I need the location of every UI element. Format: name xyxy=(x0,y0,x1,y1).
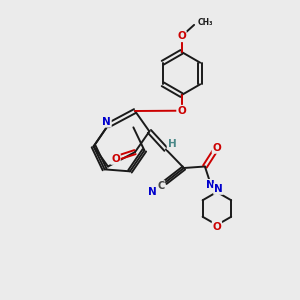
Text: N: N xyxy=(148,187,157,197)
Text: H: H xyxy=(167,139,176,149)
Text: N: N xyxy=(214,184,223,194)
Text: CH₃: CH₃ xyxy=(198,18,213,27)
Text: C: C xyxy=(157,181,164,191)
Text: O: O xyxy=(111,154,120,164)
Text: O: O xyxy=(177,31,186,41)
Text: O: O xyxy=(177,106,186,116)
Text: N: N xyxy=(206,180,215,190)
Text: N: N xyxy=(102,117,111,127)
Text: O: O xyxy=(212,222,221,232)
Text: O: O xyxy=(212,143,221,153)
